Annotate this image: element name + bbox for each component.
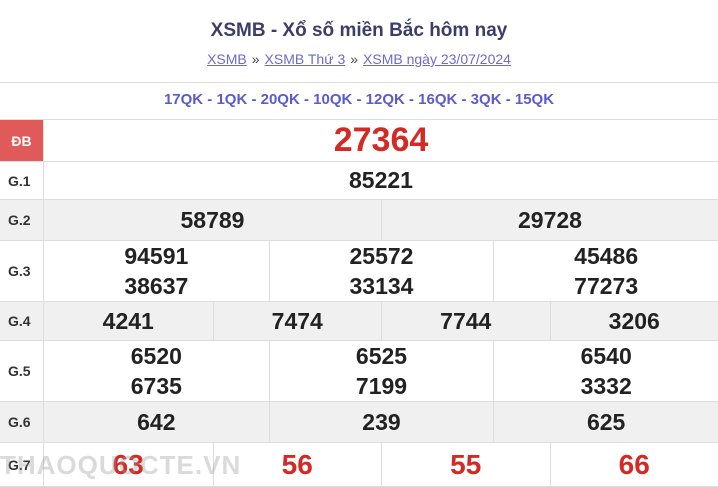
prize-number: 7199	[268, 371, 494, 401]
prize-number: 642	[137, 408, 176, 435]
prize-number: 6540	[493, 341, 718, 371]
prize-numbers: 4241 7474 7744 3206	[44, 302, 718, 340]
prize-numbers: 6520 6525 6540 6735 7199 3332	[44, 341, 718, 401]
breadcrumb-link[interactable]: XSMB Thứ 3	[264, 51, 346, 67]
separator: »	[251, 51, 260, 67]
prize-number: 29728	[381, 200, 718, 240]
prize-label: G.1	[0, 162, 44, 199]
separator: »	[350, 51, 359, 67]
prize-number: 77273	[493, 271, 718, 301]
prize-number: 63	[112, 448, 144, 480]
prize-label: ĐB	[0, 120, 44, 161]
prize-row: G.3 94591 25572 45486 38637 33134 77273	[0, 241, 718, 302]
prize-number: 6525	[268, 341, 494, 371]
prize-label: G.3	[0, 241, 44, 301]
prize-number: 45486	[493, 241, 718, 271]
prize-codes: 17QK - 1QK - 20QK - 10QK - 12QK - 16QK -…	[163, 91, 555, 108]
breadcrumbs: XSMB» XSMB Thứ 3» XSMB ngày 23/07/2024	[0, 51, 718, 67]
prize-number: 7474	[212, 302, 382, 340]
prize-number: 239	[268, 402, 494, 442]
prize-row: G.6 642 239 625	[0, 402, 718, 443]
breadcrumb-link[interactable]: XSMB	[207, 51, 247, 67]
prize-numbers: 94591 25572 45486 38637 33134 77273	[44, 241, 718, 301]
prize-number: 55	[381, 443, 550, 486]
prize-number: 625	[493, 402, 718, 442]
prize-number: 6735	[130, 372, 182, 399]
prize-numbers: 63 56 55 66	[44, 443, 718, 486]
prize-row: ĐB 27364	[0, 120, 718, 162]
prize-numbers: 85221	[44, 162, 718, 199]
prize-label: G.5	[0, 341, 44, 401]
prize-label: G.4	[0, 302, 44, 340]
prize-number: 56	[212, 443, 382, 486]
watermark: THAOQUOCTE.VN	[0, 450, 242, 480]
breadcrumb-link[interactable]: XSMB ngày 23/07/2024	[363, 51, 511, 67]
prize-number: 66	[549, 443, 718, 486]
prize-label: G.2	[0, 200, 44, 240]
prize-label: G.6	[0, 402, 44, 442]
prize-number: 85221	[349, 167, 413, 193]
prize-number: 4241	[102, 307, 154, 334]
prize-number: 6520	[130, 342, 182, 369]
prize-number: 58789	[180, 206, 245, 233]
prize-row: G.4 4241 7474 7744 3206	[0, 302, 718, 341]
prize-label: G.7	[0, 443, 44, 486]
prize-row: G.1 85221	[0, 162, 718, 200]
prize-number: 3206	[549, 302, 718, 340]
prize-number: 7744	[381, 302, 550, 340]
results-table: ĐB 27364 G.1 85221 G.2 58789 29728 G.3 94591 2557…	[0, 119, 718, 487]
prize-number: 25572	[268, 241, 494, 271]
prize-numbers: 642 239 625	[44, 402, 718, 442]
prize-row: G.5 6520 6525 6540 6735 7199 3332	[0, 341, 718, 402]
prize-numbers: 27364	[44, 120, 718, 161]
prize-number: 94591	[124, 242, 189, 269]
prize-number: 38637	[124, 272, 189, 299]
prize-number: 33134	[268, 271, 494, 301]
prize-numbers: 58789 29728	[44, 200, 718, 240]
prize-row: G.2 58789 29728	[0, 200, 718, 241]
page-title: XSMB - Xổ số miền Bắc hôm nay	[210, 20, 508, 41]
prize-number: 27364	[333, 121, 429, 159]
divider	[0, 82, 718, 83]
prize-number: 3332	[493, 371, 718, 401]
